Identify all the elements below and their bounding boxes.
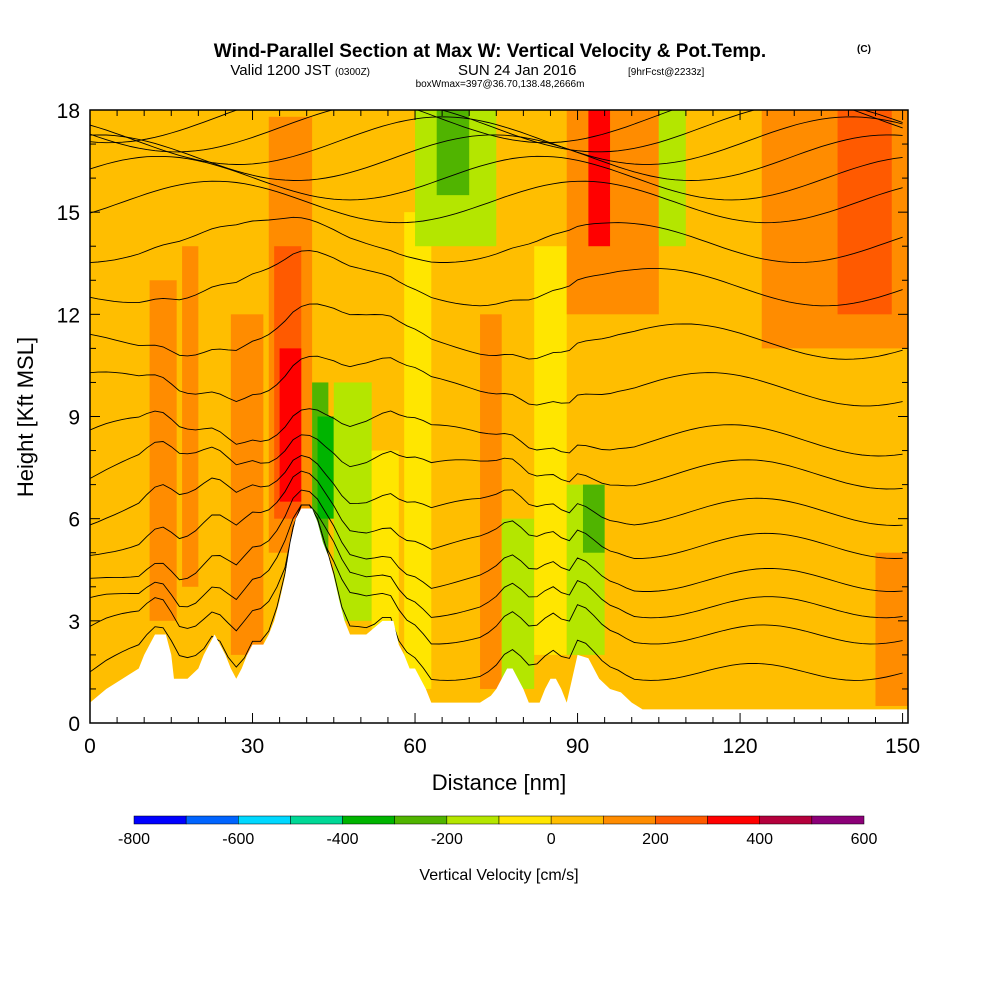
y-tick-label: 15 <box>57 202 80 225</box>
colorbar-tick-label: 0 <box>547 831 556 848</box>
colorbar-tick-label: -800 <box>118 831 150 848</box>
colorbar-swatch <box>550 815 604 825</box>
subtitle-date: SUN 24 Jan 2016 <box>458 62 576 79</box>
theta-contour-6 <box>90 434 903 490</box>
terrain-mask <box>90 508 908 723</box>
theta-contours <box>90 110 903 681</box>
x-tick-label: 120 <box>723 735 758 758</box>
y-tick-label: 6 <box>68 509 80 532</box>
subtitle-forecast: [9hrFcst@2233z] <box>628 67 705 78</box>
colorbar-tick-label: 600 <box>851 831 878 848</box>
velocity-cell-1 <box>149 280 177 621</box>
velocity-cell-15 <box>501 518 535 689</box>
velocity-cell-14 <box>480 314 502 689</box>
y-axis-label: Height [Kft MSL] <box>13 337 38 497</box>
y-tick-label: 18 <box>57 100 80 123</box>
theta-contour-13 <box>90 155 903 201</box>
velocity-cell-25 <box>875 552 908 706</box>
theta-contour-8 <box>90 355 903 407</box>
theta-contour-12 <box>90 180 903 224</box>
subtitle-box-wmax: boxWmax=397@36.70,138.48,2666m <box>416 79 585 90</box>
y-tick-label: 9 <box>68 407 80 430</box>
colorbar-swatch <box>342 815 395 825</box>
velocity-field <box>90 110 908 723</box>
theta-contour-14 <box>90 134 903 181</box>
colorbar-swatch <box>603 815 656 825</box>
velocity-cell-13 <box>436 110 470 196</box>
velocity-cell-18 <box>582 484 605 553</box>
plot-area <box>90 110 908 723</box>
colorbar-swatch <box>290 815 343 825</box>
colorbar-swatch <box>238 815 291 825</box>
colorbar-swatch <box>707 815 760 825</box>
colorbar-swatch <box>394 815 448 825</box>
theta-contour-10 <box>90 250 903 307</box>
x-tick-label: 60 <box>403 735 426 758</box>
colorbar-swatch <box>446 815 500 825</box>
theta-contour-11 <box>90 216 903 264</box>
colorbar-tick-label: 400 <box>746 831 773 848</box>
velocity-cell-19 <box>566 110 659 315</box>
colorbar-tick-label: -200 <box>431 831 463 848</box>
colorbar-tick-label: -400 <box>327 831 359 848</box>
colorbar-label: Vertical Velocity [cm/s] <box>419 867 578 884</box>
theta-contour-2 <box>90 504 903 619</box>
velocity-cell-2 <box>182 246 199 587</box>
y-axis: 0 3 6 9 12 15 18 <box>57 100 908 736</box>
colorbar-swatch <box>185 815 239 825</box>
velocity-cell-8 <box>317 416 334 519</box>
subtitle-utc-time: (0300Z) <box>335 67 370 78</box>
theta-contour-9 <box>90 303 903 360</box>
colorbar-swatch <box>655 815 708 825</box>
colorbar-tick-label: -600 <box>222 831 254 848</box>
x-tick-label: 0 <box>84 735 96 758</box>
x-tick-label: 30 <box>241 735 264 758</box>
velocity-cell-6 <box>279 348 302 502</box>
subtitle-valid-time: Valid 1200 JST <box>230 62 331 79</box>
y-tick-label: 12 <box>57 304 80 327</box>
velocity-cell-22 <box>685 110 762 689</box>
theta-contour-7 <box>90 408 903 457</box>
colorbar-swatch <box>498 815 552 825</box>
velocity-cell-9 <box>333 382 372 621</box>
velocity-cell-20 <box>588 110 611 247</box>
theta-contour-4 <box>90 470 903 559</box>
x-tick-label: 90 <box>566 735 589 758</box>
velocity-cell-3 <box>230 314 264 655</box>
chart-title: Wind-Parallel Section at Max W: Vertical… <box>214 41 766 62</box>
colorbar-swatch <box>133 815 187 825</box>
x-tick-label: 150 <box>885 735 920 758</box>
x-axis: 0 30 60 90 120 150 <box>84 110 920 758</box>
velocity-cell-16 <box>534 246 567 655</box>
copyright-mark: (C) <box>857 44 871 55</box>
x-axis-label: Distance [nm] <box>432 770 567 795</box>
theta-contour-15 <box>90 116 903 165</box>
y-tick-label: 3 <box>68 611 80 634</box>
theta-contour-5 <box>90 455 903 526</box>
velocity-cell-24 <box>837 110 892 315</box>
colorbar-tick-label: 200 <box>642 831 669 848</box>
velocity-cell-11 <box>404 212 432 689</box>
colorbar-swatch <box>759 815 813 825</box>
theta-contour-3 <box>90 489 903 592</box>
colorbar-swatch <box>811 815 865 825</box>
theta-contour-0 <box>90 504 903 681</box>
y-tick-label: 0 <box>68 713 80 736</box>
theta-contour-16 <box>90 110 903 153</box>
theta-contour-1 <box>90 504 903 645</box>
colorbar: -800 -600 -400 -200 0 200 400 600 <box>118 815 878 848</box>
